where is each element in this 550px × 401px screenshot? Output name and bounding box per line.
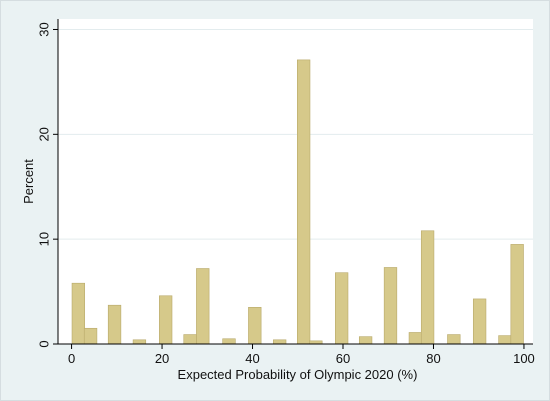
y-tick-label: 20 bbox=[37, 127, 52, 141]
y-axis-title: Percent bbox=[21, 159, 36, 204]
x-tick-label: 60 bbox=[336, 351, 350, 366]
histogram-bar bbox=[71, 282, 85, 345]
histogram-bar bbox=[408, 332, 423, 345]
histogram-bar bbox=[132, 339, 147, 345]
axes: 0 10 20 30 0 20 40 60 80 100 bbox=[37, 19, 535, 366]
histogram-bar bbox=[420, 230, 435, 345]
plot-area bbox=[58, 19, 533, 344]
histogram-bar bbox=[297, 59, 311, 345]
histogram-bar bbox=[472, 298, 487, 345]
histogram-bar bbox=[83, 327, 98, 345]
histogram-bar bbox=[273, 339, 287, 345]
y-tick-label: 10 bbox=[37, 232, 52, 246]
x-tick-label: 0 bbox=[68, 351, 75, 366]
histogram-bar bbox=[107, 304, 122, 345]
x-tick-label: 40 bbox=[245, 351, 259, 366]
histogram-bar bbox=[510, 244, 524, 345]
x-axis-title: Expected Probability of Olympic 2020 (%) bbox=[178, 367, 418, 382]
histogram-bar bbox=[159, 295, 173, 345]
histogram-bar bbox=[383, 267, 398, 345]
histogram-bar bbox=[222, 338, 236, 345]
gridlines bbox=[58, 28, 533, 240]
histogram-bar bbox=[248, 307, 262, 345]
histogram-bar bbox=[335, 272, 349, 345]
y-tick-label: 0 bbox=[37, 340, 52, 347]
x-tick-label: 80 bbox=[426, 351, 440, 366]
x-tick-label: 100 bbox=[513, 351, 535, 366]
histogram-bar bbox=[196, 268, 210, 345]
y-tick-label: 30 bbox=[37, 22, 52, 36]
histogram-bar bbox=[358, 336, 373, 345]
histogram-bar bbox=[498, 335, 512, 345]
x-tick-label: 20 bbox=[155, 351, 169, 366]
histogram-bar bbox=[183, 334, 197, 345]
histogram-bar bbox=[447, 334, 461, 345]
